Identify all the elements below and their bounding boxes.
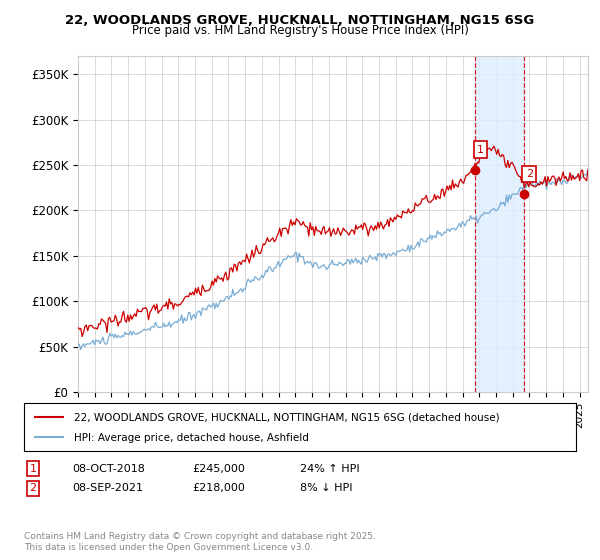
Text: 2: 2	[526, 169, 533, 179]
Text: 8% ↓ HPI: 8% ↓ HPI	[300, 483, 353, 493]
Text: 22, WOODLANDS GROVE, HUCKNALL, NOTTINGHAM, NG15 6SG: 22, WOODLANDS GROVE, HUCKNALL, NOTTINGHA…	[65, 14, 535, 27]
Text: £245,000: £245,000	[192, 464, 245, 474]
Text: £218,000: £218,000	[192, 483, 245, 493]
Text: Contains HM Land Registry data © Crown copyright and database right 2025.
This d: Contains HM Land Registry data © Crown c…	[24, 532, 376, 552]
Text: 2: 2	[29, 483, 37, 493]
Text: 08-OCT-2018: 08-OCT-2018	[72, 464, 145, 474]
Bar	[475, 56, 524, 392]
Text: 1: 1	[29, 464, 37, 474]
Text: 24% ↑ HPI: 24% ↑ HPI	[300, 464, 359, 474]
Text: 1: 1	[477, 144, 484, 155]
Text: Price paid vs. HM Land Registry's House Price Index (HPI): Price paid vs. HM Land Registry's House …	[131, 24, 469, 37]
Text: 08-SEP-2021: 08-SEP-2021	[72, 483, 143, 493]
Text: HPI: Average price, detached house, Ashfield: HPI: Average price, detached house, Ashf…	[74, 433, 308, 444]
Text: 22, WOODLANDS GROVE, HUCKNALL, NOTTINGHAM, NG15 6SG (detached house): 22, WOODLANDS GROVE, HUCKNALL, NOTTINGHA…	[74, 413, 499, 422]
